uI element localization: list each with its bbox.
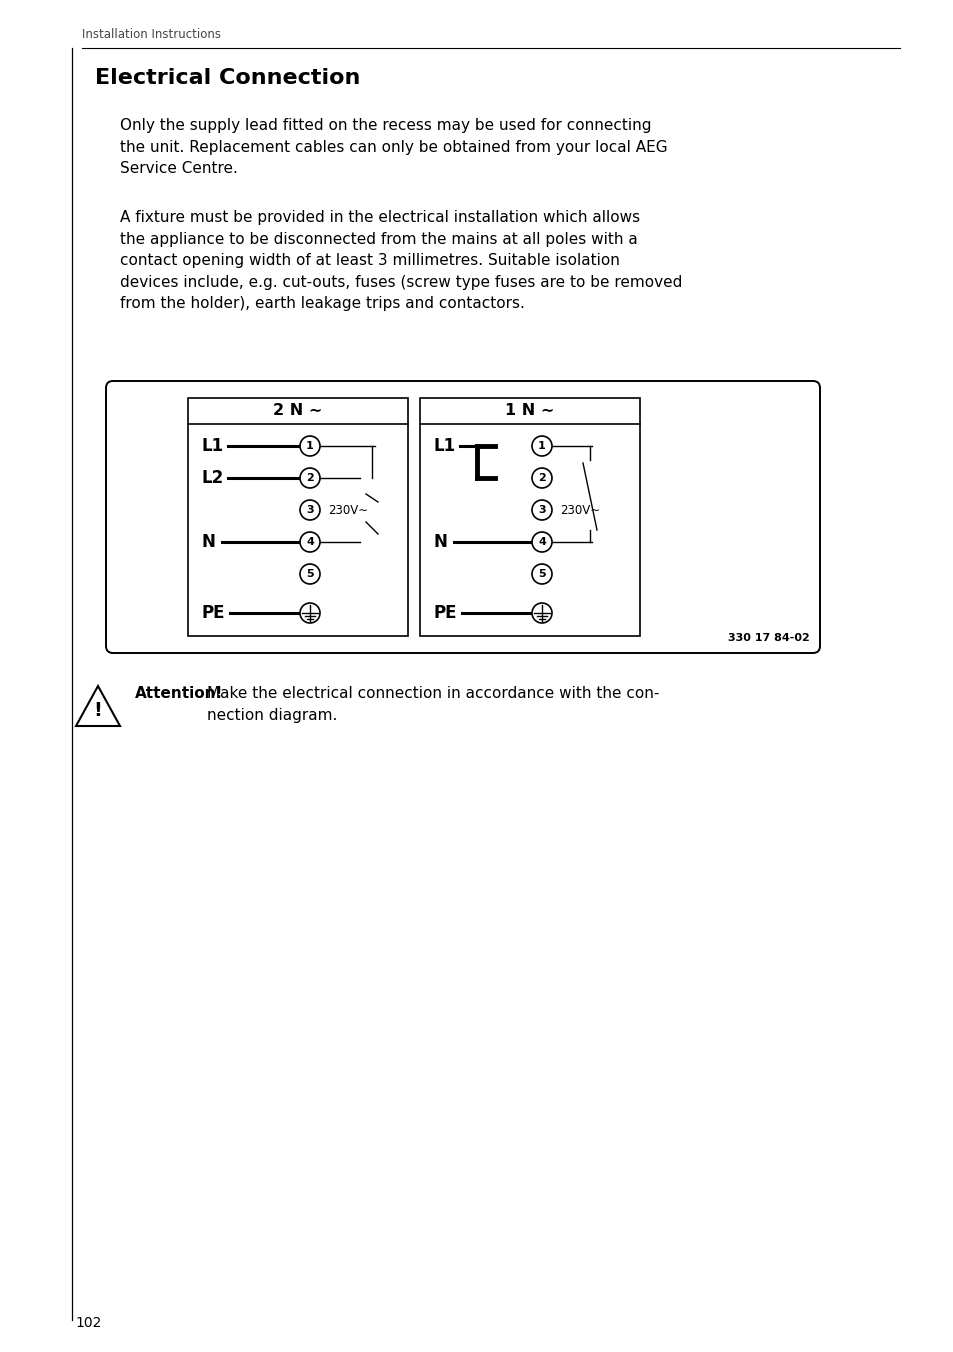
Circle shape bbox=[299, 564, 319, 584]
Text: 4: 4 bbox=[537, 537, 545, 548]
Text: PE: PE bbox=[434, 604, 457, 622]
Text: 1: 1 bbox=[306, 441, 314, 452]
Text: L2: L2 bbox=[202, 469, 224, 487]
Circle shape bbox=[532, 603, 552, 623]
Text: 5: 5 bbox=[537, 569, 545, 579]
FancyBboxPatch shape bbox=[188, 397, 408, 635]
Circle shape bbox=[532, 435, 552, 456]
Text: Make the electrical connection in accordance with the con-
nection diagram.: Make the electrical connection in accord… bbox=[207, 685, 659, 722]
Circle shape bbox=[532, 564, 552, 584]
Text: L1: L1 bbox=[434, 437, 456, 456]
Text: 1 N ∼: 1 N ∼ bbox=[505, 403, 554, 418]
FancyBboxPatch shape bbox=[106, 381, 820, 653]
Text: L1: L1 bbox=[202, 437, 224, 456]
Text: !: ! bbox=[93, 702, 102, 721]
Text: 4: 4 bbox=[306, 537, 314, 548]
Text: 2 N ∼: 2 N ∼ bbox=[274, 403, 322, 418]
Text: N: N bbox=[202, 533, 215, 552]
Text: PE: PE bbox=[202, 604, 225, 622]
Circle shape bbox=[299, 468, 319, 488]
Text: Attention!: Attention! bbox=[135, 685, 223, 700]
Text: A fixture must be provided in the electrical installation which allows
the appli: A fixture must be provided in the electr… bbox=[120, 210, 681, 311]
Text: 230V∼: 230V∼ bbox=[559, 503, 599, 516]
Text: Only the supply lead fitted on the recess may be used for connecting
the unit. R: Only the supply lead fitted on the reces… bbox=[120, 118, 667, 176]
Text: 3: 3 bbox=[306, 506, 314, 515]
Text: 2: 2 bbox=[537, 473, 545, 483]
Circle shape bbox=[299, 435, 319, 456]
Circle shape bbox=[532, 531, 552, 552]
FancyBboxPatch shape bbox=[419, 397, 639, 635]
Text: 230V∼: 230V∼ bbox=[328, 503, 368, 516]
Text: 102: 102 bbox=[75, 1315, 101, 1330]
Text: 3: 3 bbox=[537, 506, 545, 515]
Circle shape bbox=[299, 531, 319, 552]
Text: Electrical Connection: Electrical Connection bbox=[95, 68, 360, 88]
Text: 5: 5 bbox=[306, 569, 314, 579]
Text: 2: 2 bbox=[306, 473, 314, 483]
Circle shape bbox=[532, 500, 552, 521]
Polygon shape bbox=[76, 685, 120, 726]
Text: 1: 1 bbox=[537, 441, 545, 452]
Circle shape bbox=[299, 603, 319, 623]
Text: N: N bbox=[434, 533, 447, 552]
Circle shape bbox=[299, 500, 319, 521]
Circle shape bbox=[532, 468, 552, 488]
Text: Installation Instructions: Installation Instructions bbox=[82, 28, 221, 41]
Text: 330 17 84-02: 330 17 84-02 bbox=[727, 633, 809, 644]
